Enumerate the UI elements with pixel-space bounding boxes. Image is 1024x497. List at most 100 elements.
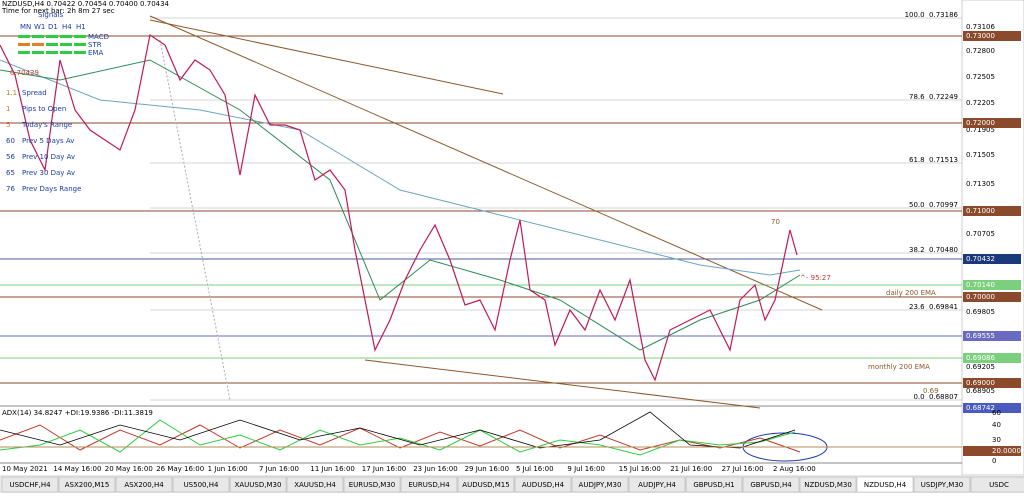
- tab-label[interactable]: USDJPY,M30: [921, 481, 964, 489]
- date-label: 15 Jul 16:00: [619, 465, 661, 473]
- adx-title: ADX(14) 34.8247 +DI:19.9386 -DI:11.3819: [2, 409, 153, 417]
- info-value: 1.1: [6, 89, 17, 97]
- date-label: 14 May 16:00: [53, 465, 101, 473]
- tab[interactable]: [343, 476, 401, 493]
- tab-label[interactable]: ASX200,M15: [65, 481, 110, 489]
- tab-label[interactable]: USDC: [989, 481, 1009, 489]
- price-box-label: 0.69555: [966, 332, 995, 340]
- tab-label[interactable]: XAUUSD,H4: [294, 481, 336, 489]
- tab[interactable]: [970, 476, 1024, 493]
- price-label: 0.68905: [966, 387, 995, 395]
- signal-cell: [32, 35, 44, 38]
- info-value: 1: [6, 105, 10, 113]
- signal-cell: [46, 43, 58, 46]
- info-label: Prev 5 Days Av: [22, 137, 74, 145]
- adx-box: [963, 446, 1021, 456]
- date-label: 26 May 16:00: [156, 465, 204, 473]
- info-value: 5: [6, 121, 10, 129]
- fib-label: 61.8 0.71513: [909, 156, 958, 164]
- tab[interactable]: [913, 476, 971, 493]
- price-box-label: 0.73000: [966, 32, 995, 40]
- date-label: 17 Jun 16:00: [362, 465, 406, 473]
- tab-label[interactable]: AUDJPY,H4: [638, 481, 676, 489]
- signal-col: D1: [48, 23, 58, 31]
- tab-label[interactable]: NZDUSD,M30: [804, 481, 852, 489]
- info-label: Prev Days Range: [22, 185, 81, 193]
- tab-label[interactable]: US500,H4: [184, 481, 219, 489]
- signal-cell: [18, 35, 30, 38]
- price-box-label: 0.69000: [966, 379, 995, 387]
- tab[interactable]: [58, 476, 116, 493]
- tab[interactable]: [400, 476, 458, 493]
- date-label: 10 May 2021: [2, 465, 48, 473]
- info-label: Pips to Open: [22, 105, 66, 113]
- tab-label[interactable]: AUDUSD,H4: [522, 481, 565, 489]
- tab[interactable]: [1, 476, 59, 493]
- tab[interactable]: [685, 476, 743, 493]
- annotation: daily 200 EMA: [886, 289, 936, 297]
- tab-label[interactable]: USDCHF,H4: [9, 481, 51, 489]
- price-box: [963, 378, 1021, 388]
- info-label: Spread: [22, 89, 47, 97]
- signal-row: MACD: [88, 33, 109, 41]
- date-label: 1 Jun 16:00: [208, 465, 248, 473]
- price-box: [963, 280, 1021, 290]
- tab[interactable]: [742, 476, 800, 493]
- price-box-label: 0.69086: [966, 354, 995, 362]
- annotation: 0.69: [923, 387, 939, 395]
- fib-label: 78.6 0.72249: [909, 93, 958, 101]
- tab-label[interactable]: NZDUSD,H4: [864, 481, 907, 489]
- adx-label: 20.0000: [992, 447, 1021, 455]
- date-label: 11 Jun 16:00: [310, 465, 354, 473]
- price-label: 0.72800: [966, 47, 995, 55]
- tab[interactable]: [172, 476, 230, 493]
- adx-label: 0: [992, 457, 996, 465]
- signal-cell: [60, 51, 72, 54]
- tab-label[interactable]: EURUSD,M30: [349, 481, 396, 489]
- price-label: 0.72205: [966, 99, 995, 107]
- price-box: [963, 31, 1021, 41]
- signal-cell: [60, 35, 72, 38]
- price-box-label: 0.70000: [966, 293, 995, 301]
- adx-label: 40: [992, 421, 1001, 429]
- current-price: 0.70429: [10, 69, 39, 77]
- signal-cell: [46, 35, 58, 38]
- price-box-label: 0.70432: [966, 255, 995, 263]
- signal-cell: [46, 51, 58, 54]
- price-label: 0.70705: [966, 230, 995, 238]
- price-box-label: 0.68742: [966, 404, 995, 412]
- tab-label[interactable]: AUDJPY,M30: [579, 481, 622, 489]
- tab[interactable]: [571, 476, 629, 493]
- signal-col: H4: [62, 23, 72, 31]
- info-value: 76: [6, 185, 15, 193]
- tab-label[interactable]: AUDUSD,M15: [462, 481, 509, 489]
- price-box: [963, 353, 1021, 363]
- tab[interactable]: [514, 476, 572, 493]
- tab[interactable]: [286, 476, 344, 493]
- price-label: 0.69205: [966, 363, 995, 371]
- price-label: 0.71305: [966, 180, 995, 188]
- date-label: 5 Jul 16:00: [516, 465, 554, 473]
- tab-label[interactable]: GBPUSD,H4: [750, 481, 792, 489]
- fib-label: 23.6 0.69841: [909, 303, 958, 311]
- info-value: 56: [6, 153, 15, 161]
- symbol-line: NZDUSD,H4 0.70422 0.70454 0.70400 0.7043…: [2, 0, 170, 8]
- fib-label: 0.0 0.68807: [913, 393, 958, 401]
- info-value: 65: [6, 169, 15, 177]
- fib-label: 38.2 0.70480: [909, 246, 958, 254]
- tab-label[interactable]: XAUUSD,M30: [235, 481, 282, 489]
- tab-label[interactable]: EURUSD,H4: [408, 481, 450, 489]
- tab[interactable]: [856, 476, 914, 493]
- tab[interactable]: [457, 476, 515, 493]
- price-box: [963, 331, 1021, 341]
- tab[interactable]: [799, 476, 857, 493]
- signal-row: EMA: [88, 49, 103, 57]
- tab-label[interactable]: GBPUSD,H1: [693, 481, 734, 489]
- tab[interactable]: [628, 476, 686, 493]
- tab-label[interactable]: ASX200,H4: [124, 481, 164, 489]
- tab[interactable]: [229, 476, 287, 493]
- date-label: 21 Jul 16:00: [670, 465, 712, 473]
- timer: Time for next bar: 2h 8m 27 sec: [1, 7, 115, 15]
- tab[interactable]: [115, 476, 173, 493]
